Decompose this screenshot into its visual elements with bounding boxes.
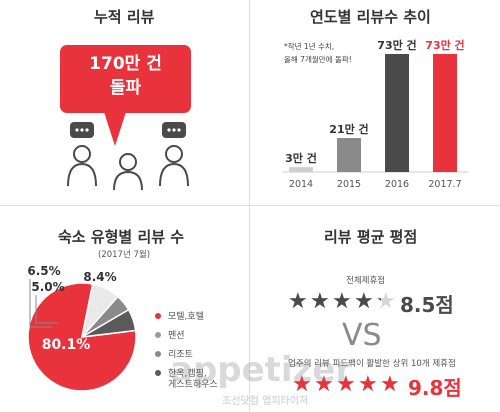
star-icon: ★★: [358, 372, 378, 397]
legend-label: 펜션: [168, 330, 185, 341]
pie-value-label: 8.4%: [83, 270, 116, 284]
yearly-note: *작년 1년 수치, 올해 7개월만에 돌파!: [284, 40, 352, 66]
star-icon: ★★: [354, 289, 374, 314]
star-icon: ★★: [336, 372, 356, 397]
star-icon: ★★: [288, 289, 308, 314]
people-illustration: [67, 122, 189, 190]
pie-value-label: 80.1%: [42, 337, 91, 353]
all-partners-score: 8.5점: [400, 293, 454, 317]
person-icon: [73, 145, 91, 163]
speech-bubble: [60, 45, 191, 113]
yearly-note-line-2: 올해 7개월만에 돌파!: [284, 55, 352, 64]
x-tick-label: 2016: [385, 179, 409, 190]
legend-label: 게스트하우스: [168, 379, 218, 390]
legend-dot: [155, 351, 161, 357]
pie-value-label: 6.5%: [27, 264, 60, 278]
person-right: [159, 122, 189, 187]
watermark-logo: appetizer: [170, 350, 353, 390]
person-center: [113, 153, 143, 190]
bar-2014: [289, 167, 313, 172]
top-partners-label: 업주의 리뷰 피드백이 활발한 상위 10개 제휴점: [288, 359, 456, 369]
bar-value-label: 21만 건: [329, 122, 368, 136]
star-icon: ★★: [380, 372, 400, 397]
yearly-note-line-1: *작년 1년 수치,: [284, 42, 335, 51]
pie-value-label: 5.0%: [31, 280, 64, 294]
person-left: [67, 122, 97, 187]
yearly-title: 연도별 리뷰수 추이: [310, 8, 431, 26]
rating-title: 리뷰 평균 평점: [324, 228, 418, 246]
top-partners-score: 9.8점: [408, 376, 462, 400]
star-icon: ★★: [292, 372, 312, 397]
x-tick-label: 2015: [337, 179, 361, 190]
all-partners-label: 전체제휴점: [346, 276, 386, 286]
vs-label: VS: [342, 318, 382, 353]
legend-label: 리조트: [168, 349, 193, 360]
accommodation-title: 숙소 유형별 리뷰 수: [58, 228, 185, 246]
bar-value-label: 73만 건: [425, 38, 464, 52]
watermark-caption: 조선닷컴 앱피타이저: [222, 396, 309, 407]
pie-leader-line: [35, 295, 58, 324]
x-tick-label: 2014: [289, 179, 313, 190]
pie-slice-3: [81, 308, 137, 338]
cumulative-title: 누적 리뷰: [94, 8, 155, 26]
x-tick-label: 2017.7: [428, 179, 461, 190]
yearly-bar-chart: 3만 건 2014 21만 건 2015 73만 건 2016 73만 건 2017.7: [282, 38, 468, 190]
star-icon: ★★: [310, 289, 330, 314]
pie-leader-line: [29, 279, 52, 328]
legend-dot: [155, 332, 161, 338]
legend-label: 한옥,캠핑,: [168, 367, 207, 379]
bar-value-label: 3만 건: [285, 151, 317, 165]
horizontal-divider: [0, 205, 500, 206]
vertical-divider: [249, 0, 250, 412]
legend-dot: [155, 370, 161, 376]
legend-dot: [155, 313, 161, 319]
star-icon: ★★: [314, 372, 334, 397]
legend-label: 모텔,호텔: [168, 310, 204, 322]
bubble-line-1: 170만 건: [89, 54, 162, 74]
star-icon: ★★: [376, 289, 396, 314]
bar-2015: [337, 138, 361, 172]
bubble-line-2: 돌파: [109, 78, 142, 98]
speech-bubble-text: 170만 건 돌파: [60, 52, 191, 100]
speech-bubble-tail: [104, 112, 126, 146]
bar-2016: [385, 54, 409, 172]
accommodation-subtitle: (2017년 7월): [98, 250, 151, 260]
star-icon: ★★: [332, 289, 352, 314]
bar-2017.7: [433, 54, 457, 172]
bar-value-label: 73만 건: [377, 38, 416, 52]
